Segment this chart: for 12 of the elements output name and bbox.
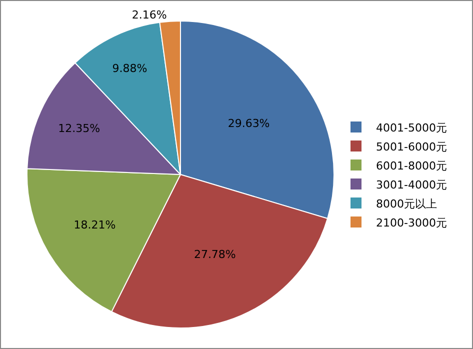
legend-label: 4001-5000元 [376,121,447,134]
legend-label: 3001-4000元 [376,178,447,192]
legend-label: 8000元以上 [376,197,437,210]
data-label: 12.35% [58,122,100,135]
data-label: 2.16% [132,8,167,22]
data-label: 29.63% [228,117,270,130]
data-label: 18.21% [74,218,116,232]
legend-label: 6001-8000元 [376,159,447,172]
legend-label: 5001-6000元 [376,140,447,154]
data-label: 9.88% [112,62,148,75]
legend-label: 2100-3000元 [376,216,447,230]
data-label: 27.78% [194,248,236,261]
